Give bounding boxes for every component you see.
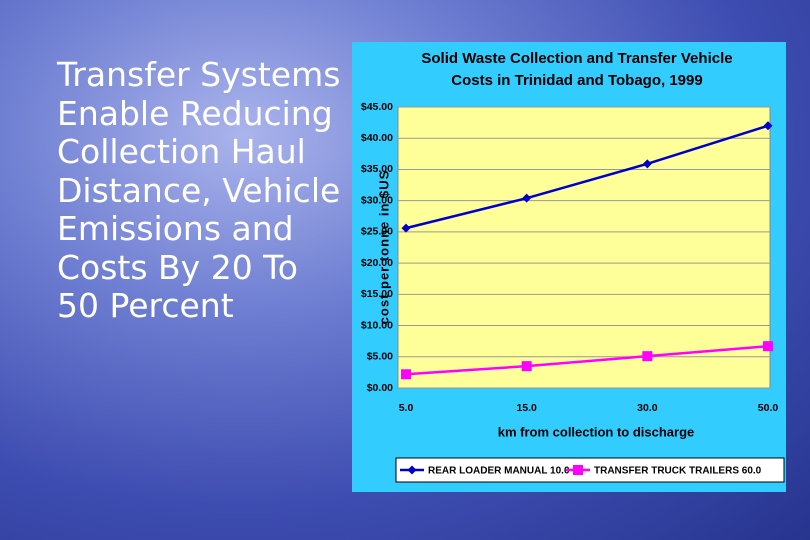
y-tick-label: $35.00 bbox=[361, 163, 393, 175]
data-point bbox=[401, 223, 411, 233]
legend-label: TRANSFER TRUCK TRAILERS 60.0 bbox=[594, 466, 762, 477]
data-point bbox=[642, 351, 653, 362]
x-axis-label: km from collection to discharge bbox=[498, 424, 695, 439]
y-tick-label: $40.00 bbox=[361, 132, 393, 144]
data-point bbox=[522, 193, 532, 203]
y-tick-label: $10.00 bbox=[361, 319, 393, 331]
y-axis-label: cost per tonne in $US bbox=[376, 170, 391, 325]
y-tick-label: $25.00 bbox=[361, 226, 393, 238]
data-point bbox=[763, 121, 773, 131]
x-tick-label: 5.0 bbox=[399, 402, 414, 414]
x-tick-label: 30.0 bbox=[637, 402, 658, 414]
y-tick-label: $15.00 bbox=[361, 288, 393, 300]
y-tick-label: $5.00 bbox=[367, 351, 393, 363]
series-line bbox=[405, 344, 769, 376]
data-point bbox=[521, 361, 532, 372]
data-point bbox=[763, 341, 773, 352]
y-tick-label: $0.00 bbox=[367, 382, 393, 394]
legend-marker bbox=[573, 465, 583, 475]
series-line bbox=[405, 124, 769, 230]
data-point bbox=[401, 369, 411, 380]
x-tick-label: 50.0 bbox=[758, 402, 779, 414]
y-tick-label: $45.00 bbox=[361, 101, 393, 113]
plot-area bbox=[397, 106, 771, 389]
legend-marker bbox=[407, 465, 417, 475]
slide-heading: Transfer Systems Enable Reducing Collect… bbox=[57, 55, 341, 325]
chart-title: Solid Waste Collection and Transfer Vehi… bbox=[421, 50, 733, 89]
legend-label: REAR LOADER MANUAL 10.0 bbox=[428, 466, 570, 477]
y-tick-label: $30.00 bbox=[361, 194, 393, 206]
y-tick-label: $20.00 bbox=[361, 257, 393, 269]
x-tick-label: 15.0 bbox=[516, 402, 537, 414]
data-point bbox=[642, 159, 652, 169]
